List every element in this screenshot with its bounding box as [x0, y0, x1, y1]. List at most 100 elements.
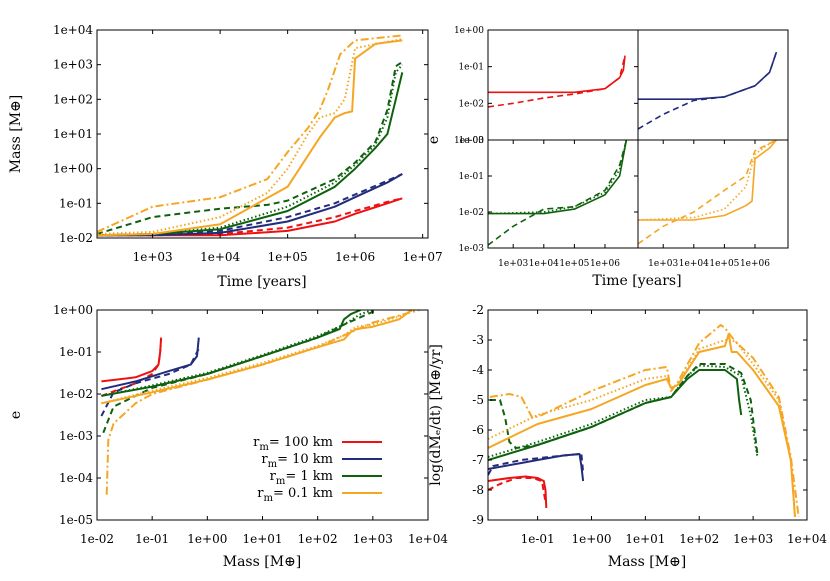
series-line-r1-solid [488, 140, 628, 215]
panel-e-vs-time-100km: 1e-03 1e-02 1e-01 1e+00 [454, 26, 639, 146]
series-line-r100-dashed [488, 55, 626, 108]
y-tick-label: 1e-01 [59, 196, 93, 210]
panel-e-vs-time-1km: 1e-03 1e-02 1e-01 1e+00 1e+03 1e+04 1e+05 1e+06 [454, 136, 639, 269]
series-line-r100-solid [488, 55, 626, 94]
series-line-r01-dashdot [489, 324, 800, 518]
series-group [638, 140, 778, 245]
x-tick-label: 1e+07 [403, 250, 443, 264]
series-line-r10-solid [97, 173, 403, 237]
y-tick-label: 1e+00 [454, 136, 484, 146]
panel-e-vs-mass: 1e-05 1e-04 1e-03 1e-02 1e-01 1e+00 1e-02 1e-01… [8, 303, 448, 570]
series-line-r10-dashed [488, 453, 585, 476]
panel-mass-vs-time: 1e-02 1e-01 1e+00 1e+01 1e+02 1e+03 1e+04 1e+03… [8, 23, 443, 290]
panel-accretion-rate-vs-mass: -9 -8 -7 -6 -5 -4 -3 -2 1e-01 1e+00 1e+01 1e+02 1e+0… [428, 303, 827, 570]
x-axis-label: Mass [M⊕] [223, 554, 302, 570]
y-tick-label: 1e+03 [53, 58, 93, 72]
x-tick-label: 1e+06 [740, 259, 770, 269]
series-group [638, 51, 778, 130]
series-line-r01-solid [97, 39, 403, 237]
legend-label: rm= 10 km [261, 452, 333, 470]
x-tick-label: 1e+04 [200, 250, 240, 264]
y-tick-label: 1e-05 [59, 513, 93, 527]
series-line-r100-dashed [488, 477, 547, 503]
series-line-r1-dotted [488, 140, 628, 215]
series-line-r10-solid [101, 337, 200, 391]
y-tick-label: 1e+04 [53, 23, 93, 37]
series-line-r1-dashed [102, 310, 378, 434]
series-line-r01-dashdot [105, 310, 420, 495]
panel-e-vs-time-10km [637, 29, 789, 141]
x-tick-label: 1e+00 [187, 532, 227, 546]
series-line-r10-solid [638, 51, 778, 100]
series-line-r01-solid [638, 140, 778, 221]
series-line-r01-dashdot [97, 34, 403, 233]
y-tick-label: -5 [472, 393, 484, 407]
y-tick-label: 1e+01 [53, 127, 93, 141]
x-tick-label: 1e-02 [80, 532, 114, 546]
y-tick-label: 1e-02 [458, 99, 484, 109]
y-tick-label: -2 [472, 303, 484, 317]
y-tick-label: 1e+00 [454, 26, 484, 36]
series-line-r10-dashed [100, 348, 200, 417]
x-tick-label: 1e-01 [135, 532, 169, 546]
x-tick-label: 1e+02 [679, 532, 719, 546]
y-tick-label: -8 [472, 483, 484, 497]
y-tick-label: 1e-03 [458, 136, 484, 146]
x-tick-label: 1e+04 [529, 259, 559, 269]
series-line-r1-dotted [97, 64, 404, 237]
x-tick-label: 1e+00 [571, 532, 611, 546]
x-tick-label: 1e+01 [242, 532, 282, 546]
etime-xlabel: Time [years] [592, 273, 681, 289]
series-line-r01-dotted [638, 140, 777, 221]
legend-label: rm= 1 km [270, 469, 333, 487]
y-tick-label: 1e-03 [59, 429, 93, 443]
series-line-r10-dashed [638, 51, 778, 130]
legend-label: rm= 100 km [253, 435, 333, 453]
y-tick-label: 1e+00 [53, 162, 93, 176]
series-line-r1-dashed [97, 61, 403, 235]
x-tick-label: 1e+03 [133, 250, 173, 264]
series-group [97, 34, 404, 237]
y-tick-label: 1e-01 [458, 63, 484, 73]
x-tick-label: 1e-01 [521, 532, 555, 546]
x-tick-label: 1e+05 [268, 250, 308, 264]
x-tick-label: 1e+05 [709, 259, 739, 269]
series-line-r100-dashed [97, 197, 403, 237]
y-tick-label: 1e-01 [59, 345, 93, 359]
y-axis-label: log(dMₑ/dt) [M⊕/yr] [428, 344, 444, 486]
series-line-r01-solid [101, 310, 413, 405]
x-tick-label: 1e+06 [335, 250, 375, 264]
y-tick-label: -3 [472, 333, 484, 347]
series-line-r01-dotted [488, 339, 796, 518]
plot-frame [487, 29, 639, 141]
x-axis-label: Time [years] [217, 274, 306, 290]
x-tick-label: 1e+03 [733, 532, 773, 546]
x-tick-label: 1e+02 [298, 532, 338, 546]
y-axis-label: e [8, 411, 24, 419]
y-tick-label: -4 [472, 363, 484, 377]
x-tick-label: 1e+03 [353, 532, 393, 546]
series-line-r01-dashed [638, 140, 777, 245]
y-tick-label: 1e-04 [59, 471, 93, 485]
legend-label: rm= 0.1 km [257, 486, 333, 504]
series-line-r1-dotted [488, 364, 759, 458]
plot-frame [487, 139, 639, 249]
series-group [100, 310, 420, 495]
x-tick-label: 1e+04 [679, 259, 709, 269]
x-tick-label: 1e+06 [590, 259, 620, 269]
series-line-r10-dashed [97, 173, 403, 237]
y-tick-label: 1e-02 [59, 231, 93, 245]
x-tick-label: 1e+04 [408, 532, 448, 546]
series-line-r01-solid [488, 333, 796, 518]
x-tick-label: 1e+03 [498, 259, 528, 269]
plot-frame [637, 29, 789, 141]
etime-ylabel: e [426, 136, 442, 144]
plot-frame [487, 309, 808, 521]
y-tick-label: 1e+02 [53, 92, 93, 106]
series-group [488, 324, 800, 518]
series-line-r01-dotted [101, 310, 415, 405]
series-line-r100-solid [97, 197, 403, 237]
series-line-r01-dotted [97, 38, 403, 235]
